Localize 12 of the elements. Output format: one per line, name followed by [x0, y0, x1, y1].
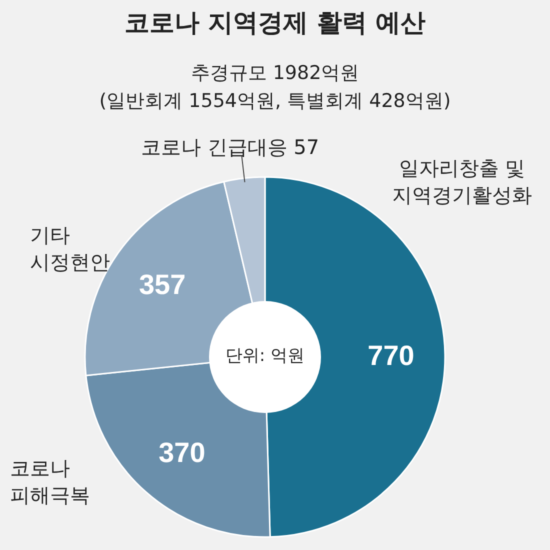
slice-label: 기타 시정현안 — [30, 222, 111, 276]
text: 단위: 억원 — [224, 345, 306, 367]
data-label: 370 — [158, 436, 206, 468]
chart-subtitle: 추경규모 1982억원 — [190, 61, 360, 86]
data-label: 57 — [292, 135, 320, 159]
chart-title: 코로나 지역경제 활력 예산 — [123, 7, 427, 39]
slice-label: 코로나 피해극복 — [10, 455, 91, 509]
slice-label: 코로나 긴급대응 — [140, 135, 288, 159]
data-label: 357 — [138, 268, 186, 300]
text: (일반회계 1554억원, 특별회계 428억원) — [98, 89, 452, 114]
data-label: 770 — [368, 340, 414, 372]
slice-label: 일자리창출 및 지역경기활성화 — [391, 155, 533, 209]
